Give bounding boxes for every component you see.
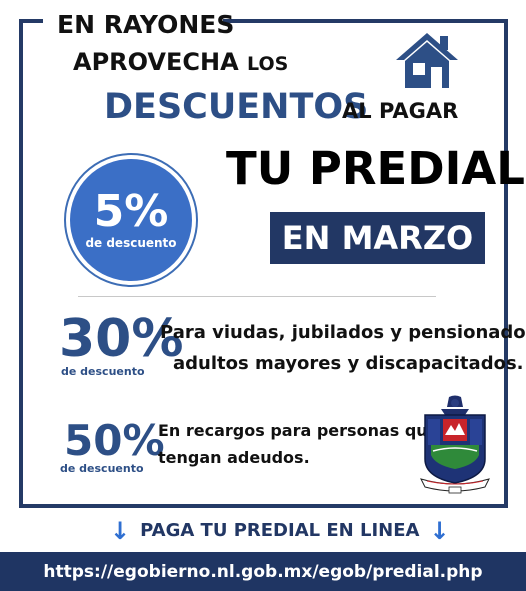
headline-line1: EN RAYONES <box>57 10 235 39</box>
headline-line4: TU PREDIAL <box>226 142 525 195</box>
discount-badge-percent: 5% <box>93 186 169 237</box>
section-divider <box>78 296 436 297</box>
frame-gap <box>43 5 223 77</box>
house-icon <box>396 33 458 88</box>
footer-url-link[interactable]: https://egobierno.nl.gob.mx/egob/predial… <box>43 561 483 582</box>
arrow-down-icon: ↓ <box>110 517 131 545</box>
headline-line2: APROVECHA LOS <box>73 50 288 74</box>
offer-50-desc-line1: En recargos para personas que <box>158 421 439 440</box>
offer-50-percent: 50% <box>64 416 165 465</box>
offer-50-desc-line2: tengan adeudos. <box>158 448 310 467</box>
footer-bar: https://egobierno.nl.gob.mx/egob/predial… <box>0 552 526 591</box>
headline-line3-main: DESCUENTOS <box>104 87 369 127</box>
pay-online-banner[interactable]: ↓ PAGA TU PREDIAL EN LINEA ↓ <box>110 518 450 544</box>
offer-50-label: de descuento <box>60 462 144 475</box>
poster-frame <box>19 19 508 508</box>
headline-line2-small: LOS <box>247 53 289 75</box>
discount-badge-label: de descuento <box>85 236 177 250</box>
month-banner: EN MARZO <box>270 212 485 264</box>
offer-30-label: de descuento <box>61 365 145 378</box>
offer-30-percent: 30% <box>59 309 184 369</box>
discount-badge: 5% de descuento <box>64 153 198 287</box>
municipal-seal-icon <box>420 395 490 494</box>
pay-online-text: PAGA TU PREDIAL EN LINEA <box>140 520 420 541</box>
headline-line3-small: AL PAGAR <box>342 99 459 123</box>
discount-badge-inner: 5% de descuento <box>70 159 192 281</box>
headline-line2-main: APROVECHA <box>73 48 239 76</box>
arrow-down-icon-right: ↓ <box>429 517 450 545</box>
offer-30-desc-line2: adultos mayores y discapacitados. <box>173 353 524 374</box>
offer-30-desc-line1: Para viudas, jubilados y pensionados <box>160 322 526 343</box>
